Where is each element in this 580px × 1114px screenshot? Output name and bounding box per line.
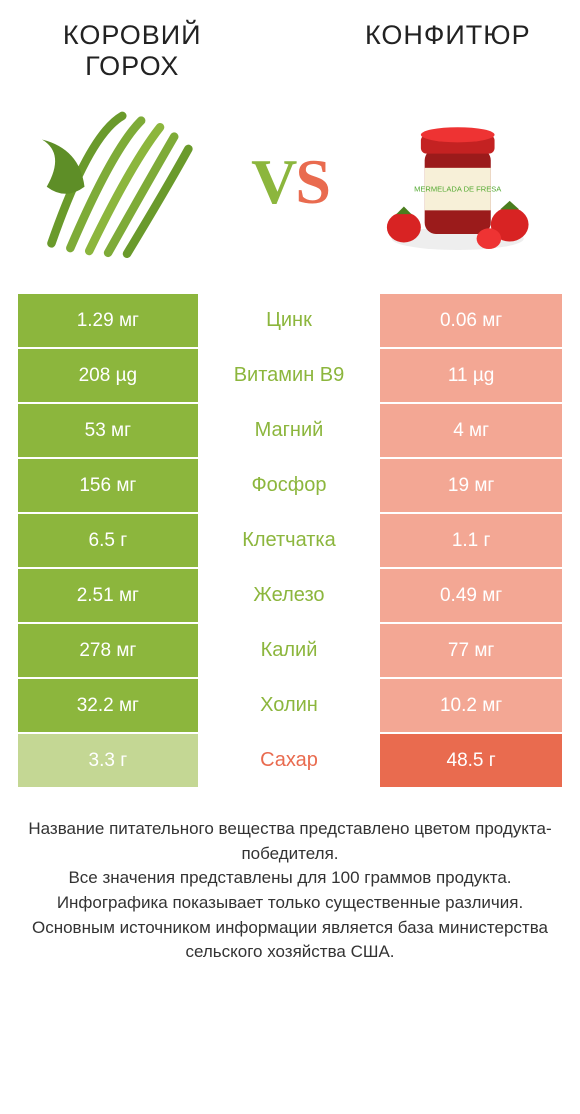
left-value-cell: 32.2 мг — [18, 679, 200, 734]
right-value-cell: 0.49 мг — [380, 569, 562, 624]
right-product-title: КОНФИТЮР — [334, 20, 562, 51]
footnote-line-4: Основным источником информации является … — [26, 916, 554, 965]
nutrient-label-cell: Железо — [200, 569, 381, 624]
left-value-cell: 278 мг — [18, 624, 200, 679]
right-value-cell: 77 мг — [380, 624, 562, 679]
left-value-cell: 2.51 мг — [18, 569, 200, 624]
table-row: 3.3 гСахар48.5 г — [18, 734, 562, 789]
right-product-image: MERMELADA DE FRESA — [344, 97, 562, 267]
cowpea-icon — [32, 97, 222, 267]
vs-label: VS — [251, 145, 329, 219]
nutrient-label-cell: Магний — [200, 404, 381, 459]
footnote-line-3: Инфографика показывает только существенн… — [26, 891, 554, 916]
nutrient-label-cell: Сахар — [200, 734, 381, 789]
table-row: 53 мгМагний4 мг — [18, 404, 562, 459]
left-value-cell: 53 мг — [18, 404, 200, 459]
nutrient-table: 1.29 мгЦинк0.06 мг208 µgВитамин B911 µg5… — [18, 294, 562, 789]
footnote: Название питательного вещества представл… — [18, 817, 562, 965]
nutrient-label-cell: Витамин B9 — [200, 349, 381, 404]
right-value-cell: 4 мг — [380, 404, 562, 459]
right-value-cell: 11 µg — [380, 349, 562, 404]
right-value-cell: 0.06 мг — [380, 294, 562, 349]
nutrient-label-cell: Холин — [200, 679, 381, 734]
left-product-image — [18, 97, 236, 267]
table-row: 32.2 мгХолин10.2 мг — [18, 679, 562, 734]
jam-jar-icon: MERMELADA DE FRESA — [368, 102, 538, 262]
right-value-cell: 10.2 мг — [380, 679, 562, 734]
left-title-line2: ГОРОХ — [85, 51, 179, 81]
infographic-root: КОРОВИЙ ГОРОХ КОНФИТЮР VS — [0, 0, 580, 965]
right-value-cell: 1.1 г — [380, 514, 562, 569]
table-row: 208 µgВитамин B911 µg — [18, 349, 562, 404]
nutrient-label-cell: Фосфор — [200, 459, 381, 514]
nutrient-label-cell: Калий — [200, 624, 381, 679]
footnote-line-2: Все значения представлены для 100 граммо… — [26, 866, 554, 891]
nutrient-label-cell: Цинк — [200, 294, 381, 349]
left-value-cell: 3.3 г — [18, 734, 200, 789]
table-row: 278 мгКалий77 мг — [18, 624, 562, 679]
table-row: 1.29 мгЦинк0.06 мг — [18, 294, 562, 349]
images-row: VS MERMELADA DE FRESA — [18, 92, 562, 272]
footnote-line-1: Название питательного вещества представл… — [26, 817, 554, 866]
right-value-cell: 48.5 г — [380, 734, 562, 789]
left-value-cell: 6.5 г — [18, 514, 200, 569]
header-row: КОРОВИЙ ГОРОХ КОНФИТЮР — [18, 20, 562, 82]
left-title-line1: КОРОВИЙ — [63, 20, 202, 50]
vs-v: V — [251, 146, 295, 217]
svg-text:MERMELADA DE FRESA: MERMELADA DE FRESA — [414, 185, 502, 194]
left-product-title: КОРОВИЙ ГОРОХ — [18, 20, 246, 82]
left-value-cell: 208 µg — [18, 349, 200, 404]
left-value-cell: 156 мг — [18, 459, 200, 514]
left-value-cell: 1.29 мг — [18, 294, 200, 349]
vs-s: S — [295, 146, 329, 217]
table-row: 2.51 мгЖелезо0.49 мг — [18, 569, 562, 624]
nutrient-label-cell: Клетчатка — [200, 514, 381, 569]
table-row: 6.5 гКлетчатка1.1 г — [18, 514, 562, 569]
table-row: 156 мгФосфор19 мг — [18, 459, 562, 514]
right-value-cell: 19 мг — [380, 459, 562, 514]
